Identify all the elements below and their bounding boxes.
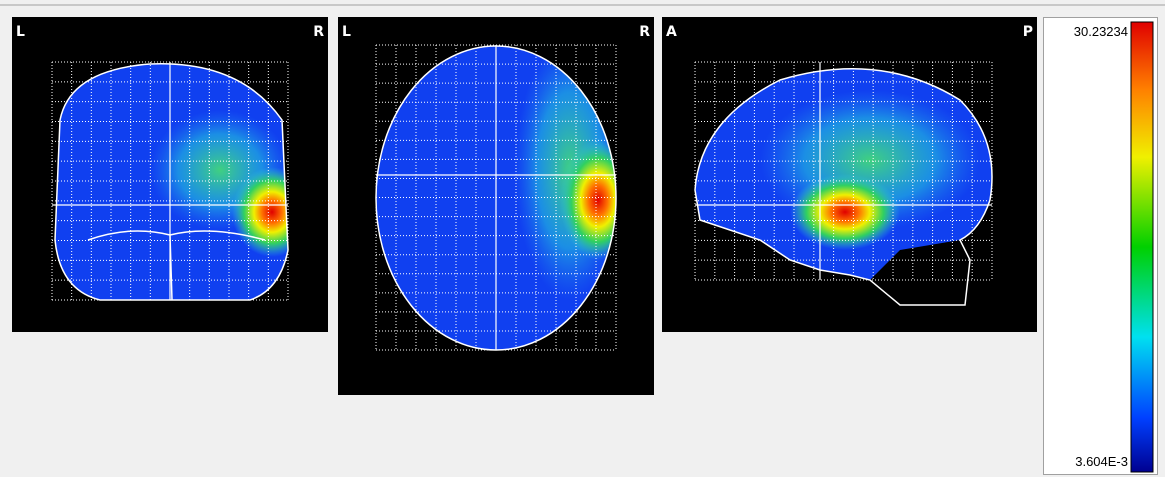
orientation-label: R [313, 24, 324, 40]
colorbar-min: 3.604E-3 [1075, 454, 1128, 469]
colorbar-max: 30.23234 [1074, 24, 1128, 39]
orientation-label: L [16, 24, 25, 40]
colorbar [1130, 21, 1154, 473]
orientation-label: A [666, 24, 677, 40]
sagittal-outline [694, 68, 993, 306]
orientation-label: P [1023, 24, 1033, 40]
grids [51, 44, 993, 351]
orientation-label: R [639, 24, 650, 40]
orientation-label: L [342, 24, 351, 40]
